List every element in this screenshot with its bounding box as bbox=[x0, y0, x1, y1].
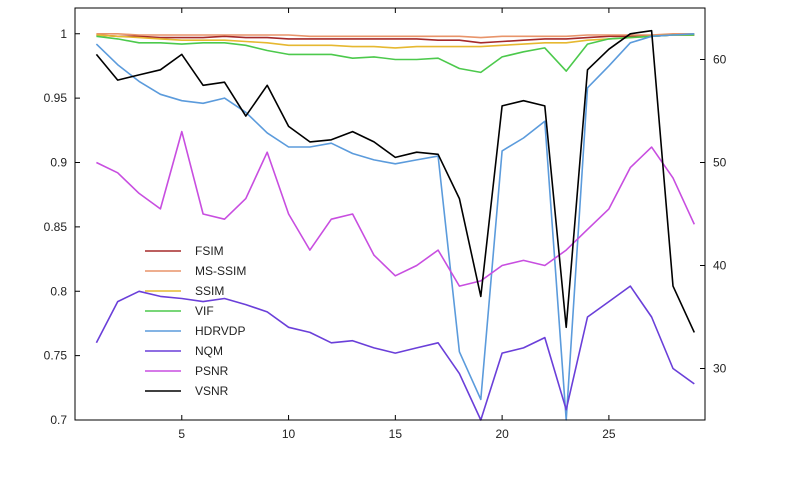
series-line-vsnr bbox=[95, 29, 696, 333]
series-line-nqm bbox=[95, 285, 695, 421]
y2-tick-label: 30 bbox=[713, 362, 727, 376]
legend-entry: HDRVDP bbox=[145, 324, 245, 338]
legend-entry: VIF bbox=[145, 304, 214, 318]
legend-entry: MS-SSIM bbox=[145, 264, 246, 278]
plot-frame bbox=[74, 7, 706, 421]
axis-layer: 5 10 15 20 25 0.7 0.75 0.8 0.85 0.9 0.95 1 30 40 50 60 bbox=[44, 8, 727, 441]
series-line-hdrvdp bbox=[95, 33, 695, 421]
legend-entry: NQM bbox=[145, 344, 223, 358]
legend: FSIM MS-SSIM SSIM VIF HDRVDP NQM PSNR VSNR bbox=[145, 244, 246, 398]
legend-label: MS-SSIM bbox=[195, 264, 246, 278]
series-line-ssim bbox=[96, 34, 695, 49]
legend-label: SSIM bbox=[195, 284, 224, 298]
y2-tick-label: 50 bbox=[713, 156, 727, 170]
x-tick-label: 10 bbox=[282, 427, 296, 441]
y-tick-label: 0.85 bbox=[44, 220, 68, 234]
series-line-vif bbox=[96, 34, 695, 74]
legend-label: NQM bbox=[195, 344, 223, 358]
y-tick-label: 0.9 bbox=[50, 156, 67, 170]
y-tick-label: 0.8 bbox=[50, 284, 67, 298]
series-line-psnr bbox=[96, 130, 696, 287]
legend-entry: VSNR bbox=[145, 384, 229, 398]
legend-entry: PSNR bbox=[145, 364, 229, 378]
legend-entry: FSIM bbox=[145, 244, 224, 258]
legend-label: VSNR bbox=[195, 384, 229, 398]
legend-label: VIF bbox=[195, 304, 214, 318]
legend-label: FSIM bbox=[195, 244, 224, 258]
x-tick-label: 15 bbox=[389, 427, 403, 441]
legend-label: HDRVDP bbox=[195, 324, 245, 338]
y2-tick-label: 40 bbox=[713, 259, 727, 273]
legend-entry: SSIM bbox=[145, 284, 224, 298]
y-tick-label: 1 bbox=[60, 27, 67, 41]
series-layer bbox=[95, 29, 696, 421]
x-tick-label: 20 bbox=[495, 427, 509, 441]
series-line-fsim bbox=[96, 34, 695, 44]
legend-label: PSNR bbox=[195, 364, 229, 378]
y-tick-label: 0.75 bbox=[44, 349, 68, 363]
y-tick-label: 0.7 bbox=[50, 413, 67, 427]
y-tick-label: 0.95 bbox=[44, 91, 68, 105]
x-tick-label: 25 bbox=[602, 427, 616, 441]
y2-tick-label: 60 bbox=[713, 53, 727, 67]
series-line-ms-ssim bbox=[96, 32, 695, 39]
x-tick-label: 5 bbox=[178, 427, 185, 441]
